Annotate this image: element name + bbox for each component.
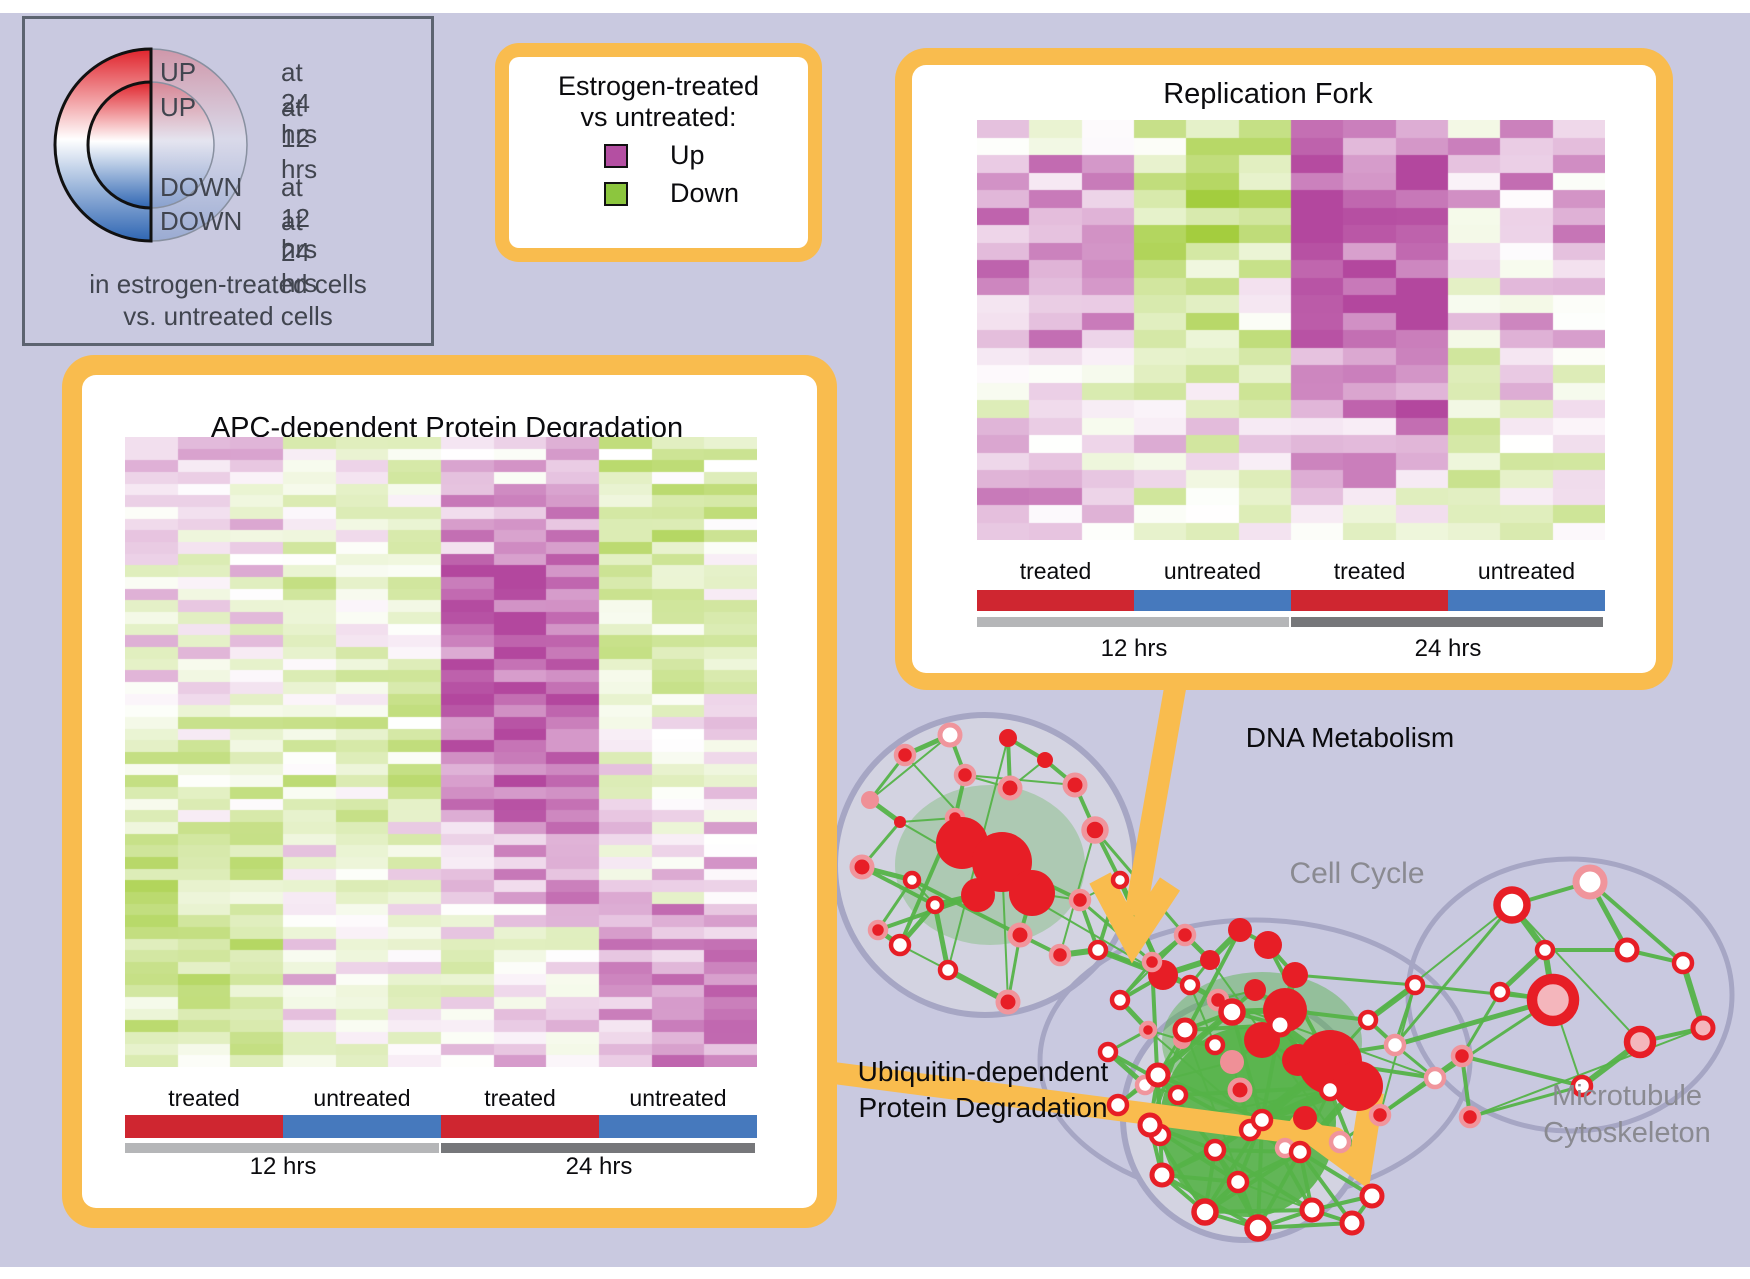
updown-legend-inner: Estrogen-treated vs untreated: Up Down [509,57,808,248]
network-label-cell-cycle: Cell Cycle [1289,857,1425,890]
direction-label: UP [160,57,197,87]
time-label-24hrs: 24 hrs [1414,635,1482,662]
up-swatch [604,143,628,168]
network-label-ubiquitin-protein-degradation: Ubiquitin-dependent Protein Degradation [857,1056,1109,1123]
gradient-legend-box: UP at 24 hrs UP at 12 hrs DOWN at 12 hrs DO… [22,16,434,346]
network-label-dna-metabolism: DNA Metabolism [1245,722,1455,753]
direction-label: UP [160,92,197,122]
condition-label-treated-24hrs: treated [484,1085,556,1111]
updown-legend-title-line2: vs untreated: [580,102,737,132]
time-label-24hrs: 24 hrs [565,1153,633,1180]
replication-fork-panel-title: Replication Fork [1163,78,1373,110]
condition-label-treated-12hrs: treated [1019,558,1092,584]
replication-fork-heatmap [977,120,1605,540]
legend-item-down: Down [604,178,808,209]
direction-label: DOWN [160,172,243,202]
updown-legend-box: Estrogen-treated vs untreated: Up Down [495,43,822,262]
down-swatch [604,181,628,206]
condition-label-untreated-12hrs: untreated [313,1085,411,1111]
condition-bar-untreated [1448,590,1605,611]
time-label: at 24 hrs [281,57,318,149]
time-label: at 24 hrs [281,206,318,298]
inner-circle-right-half [150,81,215,209]
updown-legend-title-line1: Estrogen-treated [557,71,760,101]
down-label: Down [670,178,740,208]
condition-label-untreated-24hrs: untreated [629,1085,727,1111]
condition-label-treated-12hrs: treated [168,1085,240,1111]
time-label: at 12 hrs [281,172,318,264]
condition-bar-treated [441,1115,599,1138]
inner-circle-left-half [86,80,153,210]
apc-heatmap [125,437,757,1067]
condition-label-treated-24hrs: treated [1333,558,1406,584]
condition-label-untreated-24hrs: untreated [1477,558,1576,584]
legend-item-up: Up [604,140,808,171]
time-label-12hrs: 12 hrs [1100,635,1168,662]
time-bar-12hrs [977,617,1289,627]
condition-bar-treated [1291,590,1448,611]
legend-footer-line2: vs. untreated cells [123,301,333,331]
time-bar-12hrs [125,1143,439,1153]
gradient-circles [53,47,248,243]
direction-label: DOWN [160,206,243,236]
condition-bar-untreated [283,1115,441,1138]
network-label-microtubule-cytoskeleton: Microtubule Cytoskeleton [1543,1079,1711,1149]
legend-footer-line1: in estrogen-treated cells [89,269,367,299]
up-label: Up [670,140,705,170]
time-bar-24hrs [1291,617,1603,627]
condition-bar-untreated [1134,590,1291,611]
condition-label-untreated-12hrs: untreated [1163,558,1262,584]
condition-bar-treated [977,590,1134,611]
time-label: at 12 hrs [281,92,318,184]
condition-bar-untreated [599,1115,757,1138]
condition-bar-treated [125,1115,283,1138]
time-bar-24hrs [441,1143,755,1153]
time-label-12hrs: 12 hrs [249,1153,317,1180]
